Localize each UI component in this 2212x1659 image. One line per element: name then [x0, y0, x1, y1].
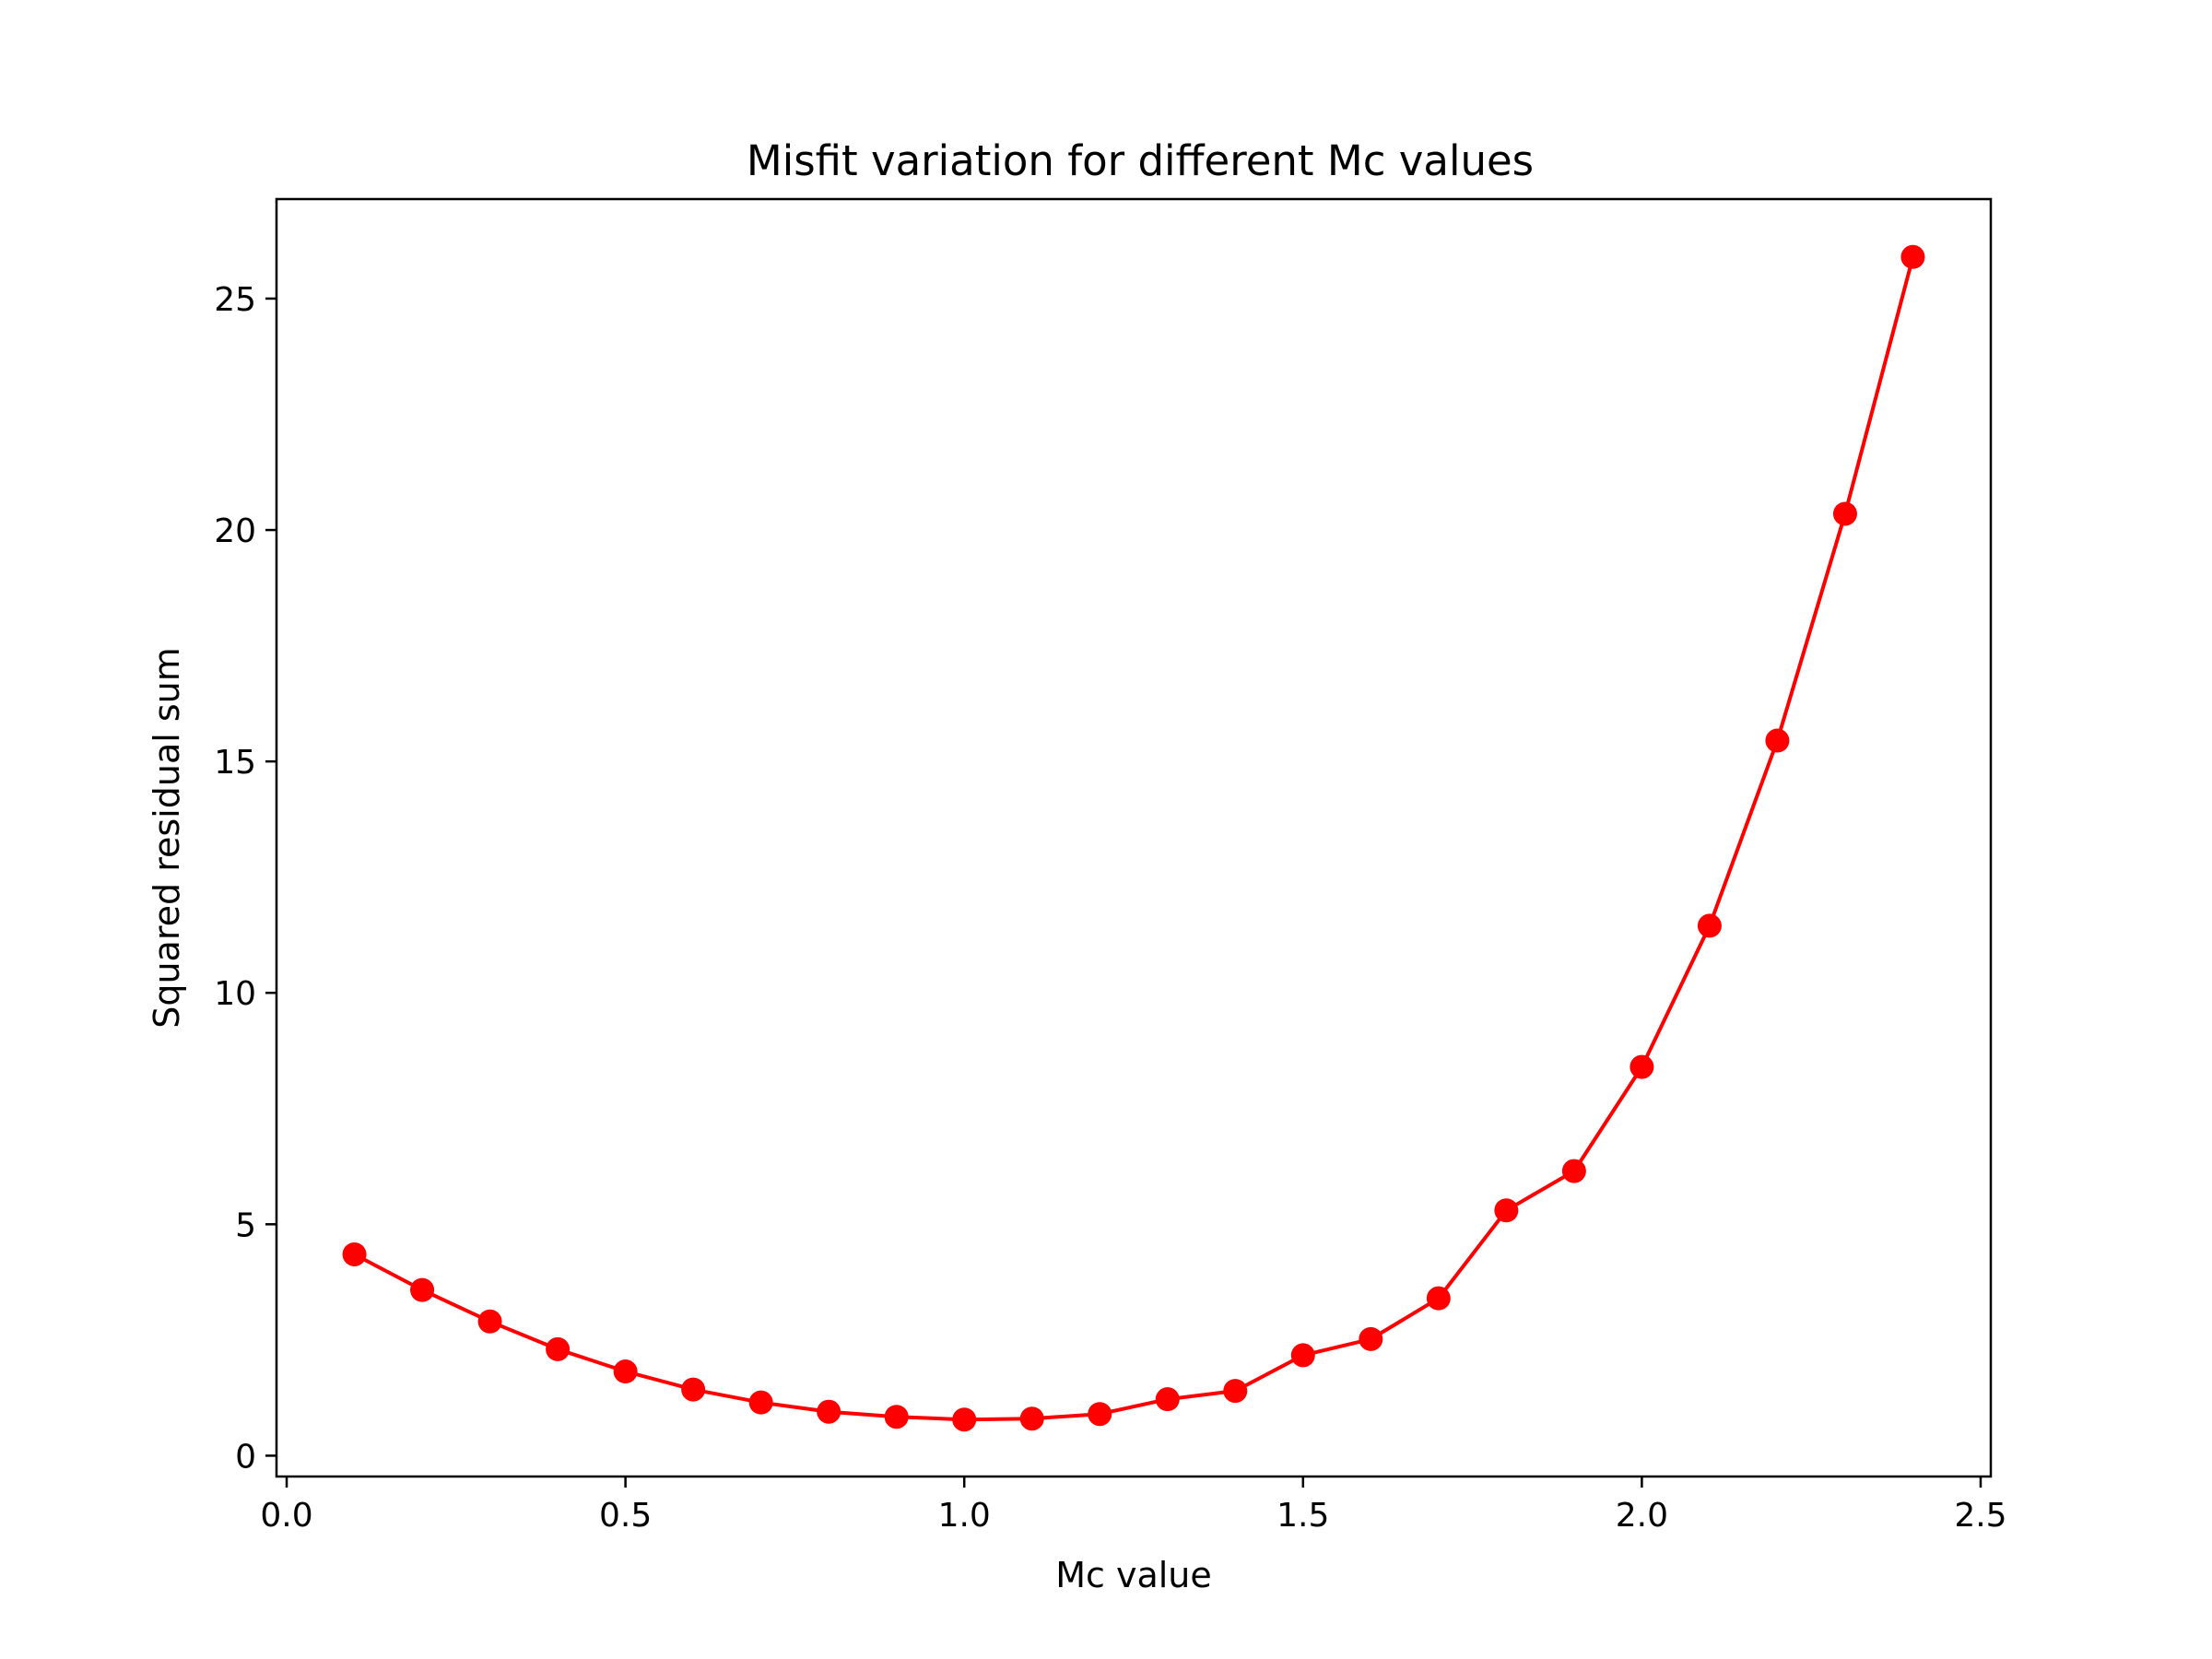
x-tick-label: 0.5	[599, 1497, 652, 1535]
data-point	[1155, 1387, 1180, 1412]
data-point	[681, 1377, 706, 1402]
y-tick-label: 0	[235, 1438, 256, 1476]
data-point	[477, 1309, 502, 1334]
data-point	[1359, 1326, 1383, 1351]
series-points	[342, 244, 1925, 1432]
data-point	[1494, 1198, 1519, 1223]
data-point	[1290, 1343, 1315, 1368]
data-point	[1765, 728, 1790, 753]
x-tick-label: 1.0	[938, 1497, 991, 1535]
data-point	[1223, 1379, 1248, 1404]
data-point	[1832, 501, 1857, 526]
x-tick-label: 1.5	[1277, 1497, 1329, 1535]
data-point	[1900, 244, 1925, 269]
data-point	[613, 1359, 638, 1384]
y-tick-label: 20	[214, 512, 256, 550]
data-point	[546, 1336, 571, 1361]
data-point	[1426, 1286, 1451, 1311]
data-point	[410, 1277, 435, 1302]
y-axis-label: Squared residual sum	[147, 647, 187, 1029]
data-point	[1697, 913, 1722, 938]
data-point	[817, 1399, 841, 1424]
plot-frame	[275, 197, 1993, 1478]
data-point	[748, 1390, 773, 1415]
x-axis-label: Mc value	[1055, 1555, 1212, 1595]
x-axis: 0.0 0.5 1.0 1.5 2.0 2.5	[260, 1477, 2007, 1535]
data-point	[1561, 1159, 1586, 1183]
data-point	[884, 1405, 909, 1430]
data-point	[1630, 1054, 1654, 1079]
data-point	[1019, 1406, 1044, 1431]
y-tick-label: 25	[214, 281, 256, 319]
y-tick-label: 15	[214, 744, 256, 782]
series-line	[353, 256, 1915, 1422]
data-point	[1088, 1402, 1112, 1427]
chart-title: Misfit variation for different Mc values	[747, 136, 1534, 185]
x-tick-label: 0.0	[260, 1497, 312, 1535]
y-axis: 0 5 10 15 20 25	[214, 281, 276, 1476]
y-tick-label: 5	[235, 1206, 256, 1244]
x-tick-label: 2.0	[1616, 1497, 1668, 1535]
data-point	[952, 1407, 977, 1432]
y-tick-label: 10	[214, 975, 256, 1013]
data-point	[342, 1241, 367, 1266]
x-tick-label: 2.5	[1954, 1497, 2006, 1535]
